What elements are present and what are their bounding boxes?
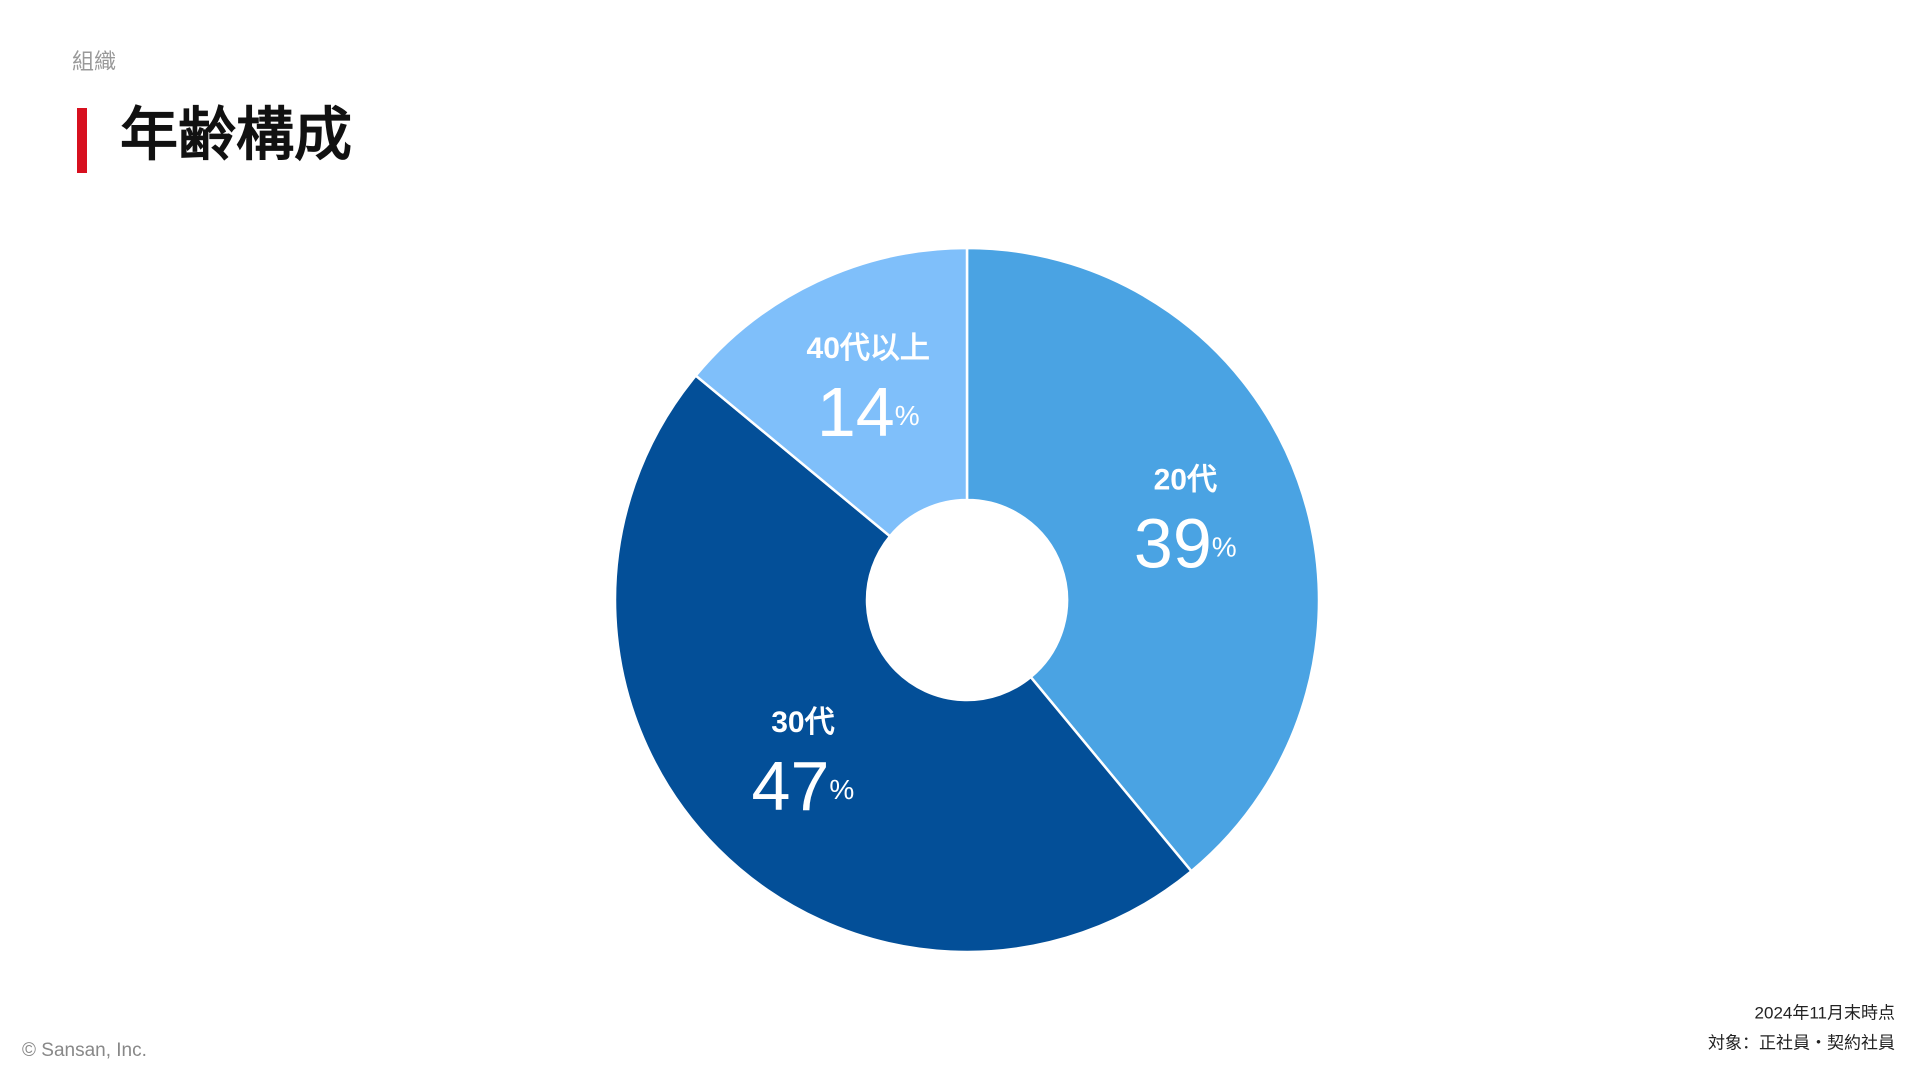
note: 対象：正社員・契約社員 — [1708, 1033, 1895, 1052]
slice-category: 30代 — [771, 706, 834, 739]
title-bar — [77, 108, 87, 173]
slice-value-label: 47% — [752, 748, 855, 826]
donut-chart: 20代 39% 30代 47% 40代以上 14% — [613, 246, 1321, 954]
slice-category: 40代以上 — [807, 332, 930, 365]
slice-category: 20代 — [1154, 463, 1217, 496]
chart-title: 年齢構成 — [120, 102, 352, 167]
slice — [694, 246, 969, 539]
slice-value-label: 39% — [1134, 505, 1237, 583]
slice-value-label: 14% — [817, 374, 920, 452]
section-label: 組織 — [72, 49, 116, 74]
slice — [613, 373, 1194, 954]
note: 2024年11月末時点 — [1755, 1003, 1895, 1022]
slice — [965, 246, 1321, 873]
copyright: © Sansan, Inc. — [22, 1040, 147, 1061]
